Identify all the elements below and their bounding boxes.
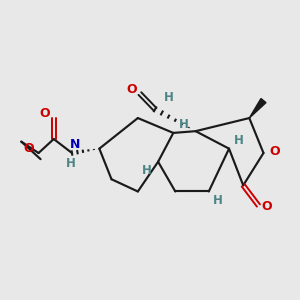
Text: O: O	[262, 200, 272, 213]
Text: H: H	[213, 194, 223, 207]
Text: H: H	[179, 118, 189, 131]
Text: O: O	[269, 145, 280, 158]
Text: O: O	[40, 107, 50, 121]
Polygon shape	[249, 98, 266, 118]
Text: H: H	[234, 134, 244, 146]
Text: O: O	[126, 83, 136, 96]
Text: H: H	[66, 157, 76, 170]
Text: N: N	[70, 138, 80, 151]
Text: O: O	[24, 142, 34, 155]
Text: H: H	[164, 92, 174, 104]
Text: H: H	[142, 164, 152, 177]
